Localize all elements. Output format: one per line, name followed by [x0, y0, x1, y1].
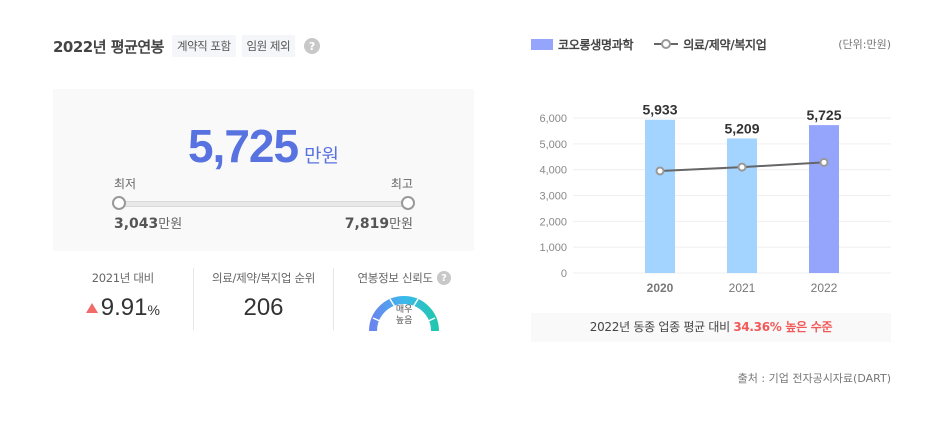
max-salary-unit: 만원	[389, 217, 413, 232]
stat-reliability: 연봉정보 신뢰도 ? 매우 높음	[333, 268, 474, 331]
stat-reliability-label-row: 연봉정보 신뢰도 ?	[334, 268, 474, 288]
line-point-icon[interactable]	[819, 157, 829, 167]
salary-chart: 0 1,000 2,000 3,000 4,000 5,000 6,000 5,933 2020…	[531, 95, 891, 305]
max-label: 최고	[390, 177, 413, 191]
stat-reliability-label: 연봉정보 신뢰도	[357, 271, 434, 285]
stat-yoy-value: 9.91%	[53, 294, 193, 322]
line-point-icon[interactable]	[655, 166, 665, 176]
average-salary-box: 5,725 만원 최저 최고 3,043만원 7,819만원	[53, 89, 474, 251]
y-tick-label: 6,000	[539, 113, 567, 125]
comparison-summary: 2022년 동종 업종 평균 대비 34.36% 높은 수준	[531, 313, 891, 342]
up-triangle-icon	[85, 303, 98, 313]
bar-2021[interactable]	[727, 138, 757, 273]
x-tick-label: 2022	[811, 281, 838, 295]
y-tick-label: 0	[561, 268, 567, 280]
chart-canvas: 0 1,000 2,000 3,000 4,000 5,000 6,000 5,933 2020…	[539, 102, 891, 295]
help-icon[interactable]: ?	[304, 38, 321, 54]
y-tick-label: 5,000	[539, 139, 567, 151]
max-knob-icon	[401, 196, 415, 210]
max-salary-value: 7,819	[344, 216, 390, 232]
min-salary-unit: 만원	[158, 217, 183, 232]
bar-value-label: 5,933	[642, 102, 677, 118]
stat-industry-rank: 의료/제약/복지업 순위 206	[192, 268, 334, 330]
title-row: 2022년 평균연봉 계약직 포함 임원 제외 ?	[53, 34, 321, 58]
chart-legend: 코오롱생명과학 의료/제약/복지업	[531, 35, 767, 53]
tag-executive-excluded: 임원 제외	[241, 35, 296, 57]
legend-line-swatch-icon	[654, 39, 679, 49]
page-title: 2022년 평균연봉	[53, 37, 164, 56]
y-tick-label: 4,000	[539, 165, 567, 177]
gauge-text-line2: 높음	[395, 316, 413, 326]
min-label: 최저	[114, 177, 137, 191]
x-tick-label: 2020	[647, 281, 674, 295]
stat-yoy: 2021년 대비 9.91%	[53, 268, 193, 330]
yoy-number: 9.91	[100, 294, 148, 321]
reliability-gauge: 매우 높음	[368, 291, 440, 331]
gauge-text-line1: 매우	[395, 305, 413, 315]
max-salary: 7,819만원	[345, 213, 413, 232]
average-salary: 5,725 만원	[53, 119, 474, 173]
summary-text: 2022년 동종 업종 평균 대비	[589, 320, 734, 334]
y-tick-label: 3,000	[539, 191, 567, 203]
bar-value-label: 5,725	[806, 107, 841, 123]
legend-bar-label: 코오롱생명과학	[558, 37, 634, 52]
tag-contract-included: 계약직 포함	[171, 35, 236, 57]
legend-bar-swatch-icon	[531, 38, 553, 50]
y-tick-label: 2,000	[539, 216, 567, 228]
line-point-icon[interactable]	[737, 162, 747, 172]
salary-range-track	[117, 201, 410, 207]
min-salary-value: 3,043	[114, 216, 159, 232]
yoy-percent-sign: %	[147, 302, 160, 318]
y-tick-label: 1,000	[539, 242, 567, 254]
min-salary: 3,043만원	[114, 213, 182, 232]
stat-rank-label: 의료/제약/복지업 순위	[211, 271, 316, 285]
stat-yoy-label: 2021년 대비	[91, 271, 155, 285]
stat-rank-value: 206	[243, 294, 284, 321]
bar-2022[interactable]	[809, 125, 839, 274]
stats-row: 2021년 대비 9.91% 의료/제약/복지업 순위 206 연봉정보 신뢰도…	[53, 268, 474, 331]
gauge-arc-icon	[369, 296, 440, 331]
data-source: 출처 : 기업 전자공시자료(DART)	[737, 372, 891, 385]
average-salary-value: 5,725	[187, 120, 299, 172]
reliability-help-icon[interactable]: ?	[436, 271, 451, 285]
gauge-text: 매우 높음	[368, 305, 440, 327]
summary-highlight: 34.36% 높은 수준	[733, 320, 833, 334]
chart-unit-label: (단위:만원)	[838, 38, 891, 51]
average-salary-unit: 만원	[304, 145, 340, 167]
bar-2020[interactable]	[645, 119, 675, 273]
legend-line-label: 의료/제약/복지업	[683, 37, 767, 52]
min-knob-icon	[112, 196, 126, 210]
bar-value-label: 5,209	[724, 120, 759, 136]
x-tick-label: 2021	[729, 281, 756, 295]
